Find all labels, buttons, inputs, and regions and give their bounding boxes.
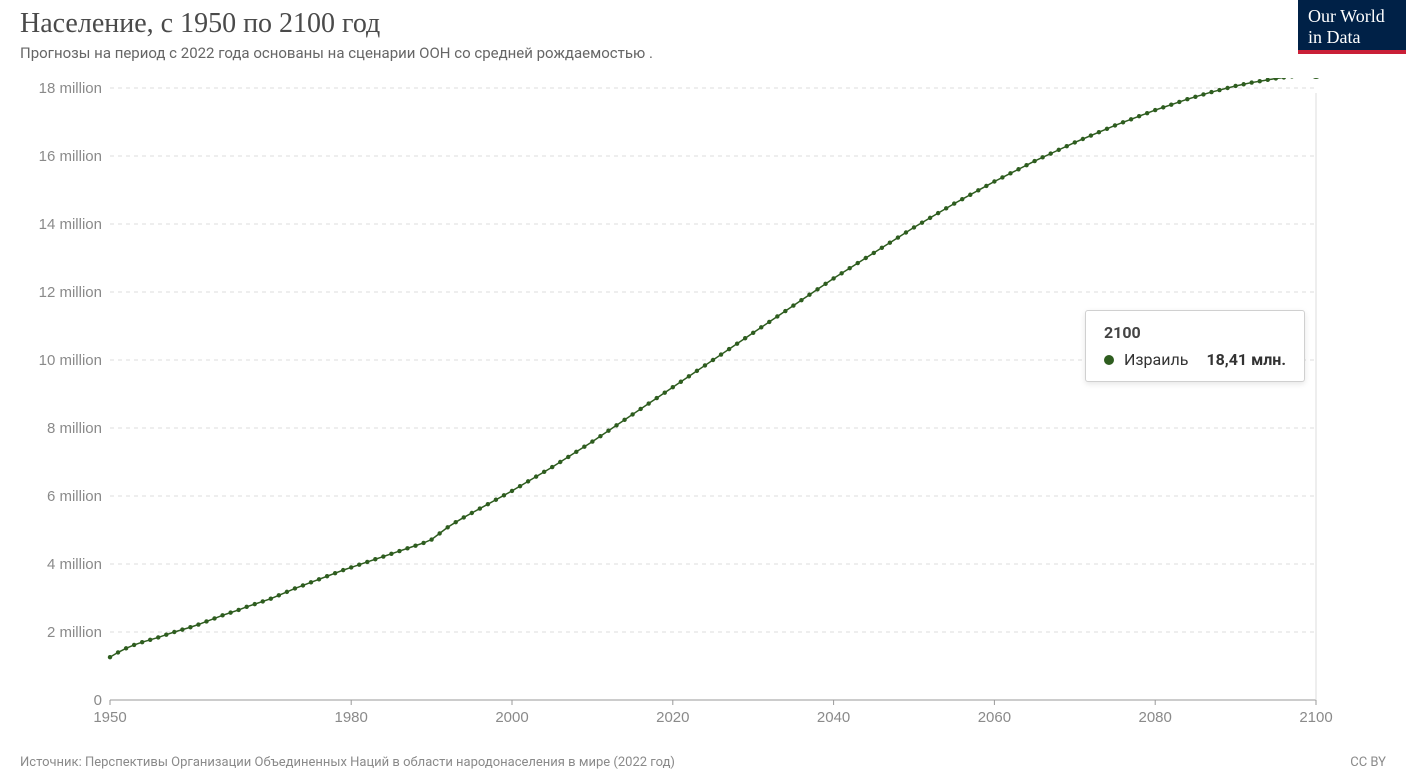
tooltip-value: 18,41 млн. — [1206, 350, 1286, 369]
chart-tooltip: 2100 Израиль 18,41 млн. — [1085, 310, 1305, 382]
svg-text:6 million: 6 million — [47, 488, 102, 505]
tooltip-country: Израиль — [1124, 350, 1196, 369]
chart-subtitle: Прогнозы на период с 2022 года основаны … — [20, 44, 1386, 62]
svg-text:2080: 2080 — [1139, 709, 1172, 726]
chart-svg: 0 2 million 4 million 6 million 8 million 10 … — [20, 78, 1386, 740]
svg-text:1950: 1950 — [93, 709, 126, 726]
chart-area[interactable]: 0 2 million 4 million 6 million 8 million 10 … — [20, 78, 1386, 740]
logo-line1: Our World — [1308, 6, 1396, 27]
license-text[interactable]: CC BY — [1350, 755, 1386, 770]
svg-text:18 million: 18 million — [39, 80, 102, 97]
svg-text:2000: 2000 — [495, 709, 528, 726]
svg-text:14 million: 14 million — [39, 216, 102, 233]
owid-logo[interactable]: Our World in Data — [1298, 0, 1406, 54]
tooltip-row: Израиль 18,41 млн. — [1104, 350, 1286, 369]
svg-text:10 million: 10 million — [39, 352, 102, 369]
svg-text:2060: 2060 — [978, 709, 1011, 726]
source-text: Источник: Перспективы Организации Объеди… — [20, 755, 675, 770]
svg-text:2 million: 2 million — [47, 624, 102, 641]
tooltip-year: 2100 — [1104, 323, 1286, 342]
svg-text:2020: 2020 — [656, 709, 689, 726]
chart-header: Население, с 1950 по 2100 год Прогнозы н… — [0, 0, 1406, 62]
svg-text:0: 0 — [94, 692, 102, 709]
logo-line2: in Data — [1308, 27, 1396, 48]
svg-text:4 million: 4 million — [47, 556, 102, 573]
svg-text:8 million: 8 million — [47, 420, 102, 437]
svg-text:1980: 1980 — [335, 709, 368, 726]
chart-footer: Источник: Перспективы Организации Объеди… — [20, 755, 1386, 770]
tooltip-dot-icon — [1104, 355, 1114, 365]
svg-text:16 million: 16 million — [39, 148, 102, 165]
svg-text:12 million: 12 million — [39, 284, 102, 301]
svg-text:Israel: Israel — [1326, 78, 1360, 81]
svg-text:2040: 2040 — [817, 709, 850, 726]
chart-title: Население, с 1950 по 2100 год — [20, 8, 1386, 40]
svg-text:2100: 2100 — [1299, 709, 1332, 726]
